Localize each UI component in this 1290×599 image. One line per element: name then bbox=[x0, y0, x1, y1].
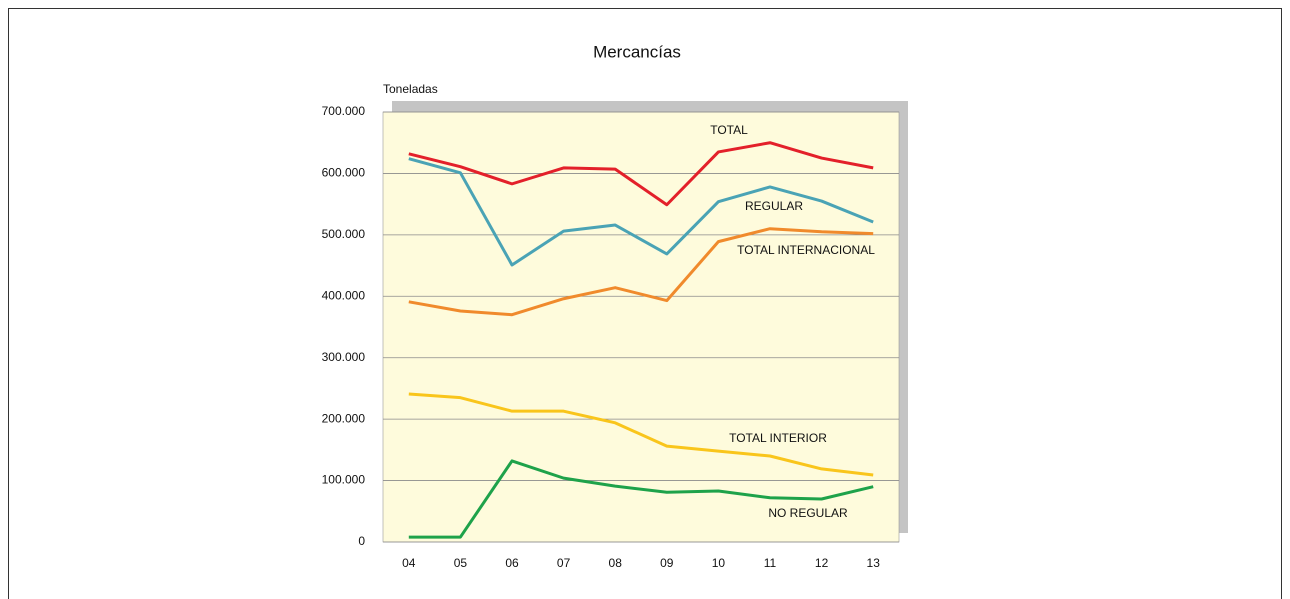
series-label: TOTAL bbox=[710, 123, 748, 137]
chart-title: Mercancías bbox=[593, 42, 681, 61]
series-line bbox=[408, 392, 874, 477]
series-line bbox=[408, 227, 874, 317]
x-tick-label: 05 bbox=[454, 556, 468, 570]
y-tick-label: 100.000 bbox=[322, 473, 366, 487]
x-tick-label: 11 bbox=[764, 556, 777, 570]
series-line bbox=[408, 459, 874, 539]
y-tick-label: 0 bbox=[358, 534, 365, 548]
series-line bbox=[408, 157, 874, 267]
x-tick-label: 08 bbox=[609, 556, 623, 570]
y-tick-label: 200.000 bbox=[322, 411, 366, 425]
series-label: TOTAL INTERNACIONAL bbox=[737, 243, 875, 257]
x-tick-label: 10 bbox=[712, 556, 726, 570]
y-tick-label: 300.000 bbox=[322, 350, 366, 364]
series-label: NO REGULAR bbox=[768, 506, 848, 520]
y-tick-label: 700.000 bbox=[322, 104, 366, 118]
series-label: REGULAR bbox=[745, 199, 803, 213]
x-tick-label: 04 bbox=[402, 556, 416, 570]
x-tick-label: 06 bbox=[505, 556, 519, 570]
x-tick-label: 07 bbox=[557, 556, 571, 570]
plot-area bbox=[382, 111, 900, 543]
x-tick-label: 09 bbox=[660, 556, 674, 570]
y-tick-label: 600.000 bbox=[322, 166, 366, 180]
frame bbox=[8, 8, 1282, 599]
series-line bbox=[408, 141, 874, 207]
y-tick-label: 400.000 bbox=[322, 288, 366, 302]
x-tick-label: 13 bbox=[867, 556, 881, 570]
y-tick-label: 500.000 bbox=[322, 227, 366, 241]
series-label: TOTAL INTERIOR bbox=[729, 431, 827, 445]
y-axis-label: Toneladas bbox=[383, 82, 438, 96]
x-tick-label: 12 bbox=[815, 556, 829, 570]
